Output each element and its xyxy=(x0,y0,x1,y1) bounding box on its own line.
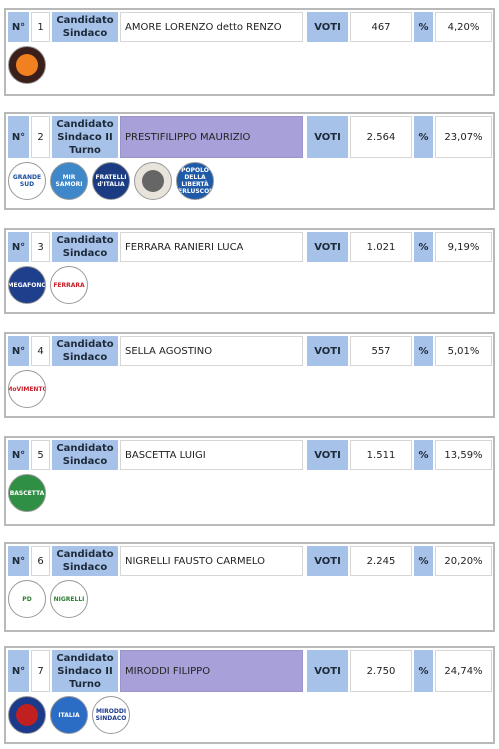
candidate-role: Candidato Sindaco xyxy=(52,232,118,262)
candidate-name: PRESTIFILIPPO MAURIZIO xyxy=(120,116,303,158)
candidate-card: N° 3 Candidato Sindaco FERRARA RANIERI LUCA… xyxy=(4,228,495,314)
emblem-shape xyxy=(16,54,38,76)
candidate-number: 2 xyxy=(31,116,50,158)
number-header: N° xyxy=(8,116,29,158)
party-logos: BASCETTA xyxy=(8,474,46,512)
number-header: N° xyxy=(8,336,29,366)
candidate-votes: 2.245 xyxy=(350,546,412,576)
votes-header: VOTI xyxy=(307,546,348,576)
candidate-name: MIRODDI FILIPPO xyxy=(120,650,303,692)
miroddi-sindaco-logo: MIRODDI SINDACO xyxy=(92,696,130,734)
candidate-card: N° 1 Candidato Sindaco AMORE LORENZO detto … xyxy=(4,8,495,96)
emblem-shape xyxy=(16,704,38,726)
candidate-percent: 20,20% xyxy=(435,546,492,576)
civic-blue-logo xyxy=(8,696,46,734)
amore-list-logo xyxy=(8,46,46,84)
candidate-percent: 13,59% xyxy=(435,440,492,470)
fratelli-italia-logo: FRATELLI d'ITALIA xyxy=(92,162,130,200)
candidate-votes: 467 xyxy=(350,12,412,42)
votes-header: VOTI xyxy=(307,336,348,366)
candidate-number: 6 xyxy=(31,546,50,576)
percent-header: % xyxy=(414,650,433,692)
party-logos: PD NIGRELLI xyxy=(8,580,88,618)
candidate-name: SELLA AGOSTINO xyxy=(120,336,303,366)
candidate-percent: 4,20% xyxy=(435,12,492,42)
percent-header: % xyxy=(414,232,433,262)
candidate-number: 1 xyxy=(31,12,50,42)
party-logos: ITALIA MIRODDI SINDACO xyxy=(8,696,130,734)
number-header: N° xyxy=(8,12,29,42)
candidate-role: Candidato Sindaco xyxy=(52,12,118,42)
candidate-votes: 1.021 xyxy=(350,232,412,262)
candidate-votes: 1.511 xyxy=(350,440,412,470)
candidate-name: FERRARA RANIERI LUCA xyxy=(120,232,303,262)
candidate-card: N° 4 Candidato Sindaco SELLA AGOSTINO VOTI 55… xyxy=(4,332,495,418)
candidate-percent: 5,01% xyxy=(435,336,492,366)
nigrelli-sindaco-logo: NIGRELLI xyxy=(50,580,88,618)
percent-header: % xyxy=(414,546,433,576)
candidate-number: 5 xyxy=(31,440,50,470)
italia-logo: ITALIA xyxy=(50,696,88,734)
candidate-role: Candidato Sindaco xyxy=(52,336,118,366)
percent-header: % xyxy=(414,116,433,158)
candidate-number: 7 xyxy=(31,650,50,692)
candidate-votes: 557 xyxy=(350,336,412,366)
candidate-role: Candidato Sindaco II Turno xyxy=(52,650,118,692)
percent-header: % xyxy=(414,336,433,366)
votes-header: VOTI xyxy=(307,12,348,42)
partito-democratico-logo: PD xyxy=(8,580,46,618)
votes-header: VOTI xyxy=(307,232,348,262)
grande-sud-logo: GRANDE SUD xyxy=(8,162,46,200)
megafono-logo: MEGAFONO xyxy=(8,266,46,304)
mir-samori-logo: MIR SAMORI xyxy=(50,162,88,200)
candidate-number: 3 xyxy=(31,232,50,262)
number-header: N° xyxy=(8,650,29,692)
votes-header: VOTI xyxy=(307,650,348,692)
candidate-name: NIGRELLI FAUSTO CARMELO xyxy=(120,546,303,576)
candidate-card: N° 5 Candidato Sindaco BASCETTA LUIGI VOTI 1.… xyxy=(4,436,495,526)
number-header: N° xyxy=(8,232,29,262)
civic-list-logo xyxy=(134,162,172,200)
votes-header: VOTI xyxy=(307,440,348,470)
candidate-card: N° 7 Candidato Sindaco II Turno MIRODDI FIL… xyxy=(4,646,495,744)
candidate-percent: 23,07% xyxy=(435,116,492,158)
candidate-name: BASCETTA LUIGI xyxy=(120,440,303,470)
emblem-shape xyxy=(142,170,164,192)
ferrara-sindaco-logo: FERRARA xyxy=(50,266,88,304)
candidate-votes: 2.564 xyxy=(350,116,412,158)
candidate-name: AMORE LORENZO detto RENZO xyxy=(120,12,303,42)
bascetta-sindaco-logo: BASCETTA xyxy=(8,474,46,512)
percent-header: % xyxy=(414,440,433,470)
party-logos: MEGAFONO FERRARA xyxy=(8,266,88,304)
candidate-card: N° 2 Candidato Sindaco II Turno PRESTIFILIP… xyxy=(4,112,495,210)
candidate-role: Candidato Sindaco xyxy=(52,546,118,576)
number-header: N° xyxy=(8,546,29,576)
candidate-role: Candidato Sindaco II Turno xyxy=(52,116,118,158)
percent-header: % xyxy=(414,12,433,42)
popolo-liberta-logo: POPOLO DELLA LIBERTÀ BERLUSCONI xyxy=(176,162,214,200)
votes-header: VOTI xyxy=(307,116,348,158)
candidate-percent: 24,74% xyxy=(435,650,492,692)
movimento-5-stelle-logo: MoVIMENTO xyxy=(8,370,46,408)
candidate-votes: 2.750 xyxy=(350,650,412,692)
candidate-role: Candidato Sindaco xyxy=(52,440,118,470)
party-logos: GRANDE SUD MIR SAMORI FRATELLI d'ITALIA POP… xyxy=(8,162,214,200)
party-logos xyxy=(8,46,46,84)
candidate-percent: 9,19% xyxy=(435,232,492,262)
number-header: N° xyxy=(8,440,29,470)
candidate-number: 4 xyxy=(31,336,50,366)
candidate-card: N° 6 Candidato Sindaco NIGRELLI FAUSTO CARM… xyxy=(4,542,495,632)
party-logos: MoVIMENTO xyxy=(8,370,46,408)
